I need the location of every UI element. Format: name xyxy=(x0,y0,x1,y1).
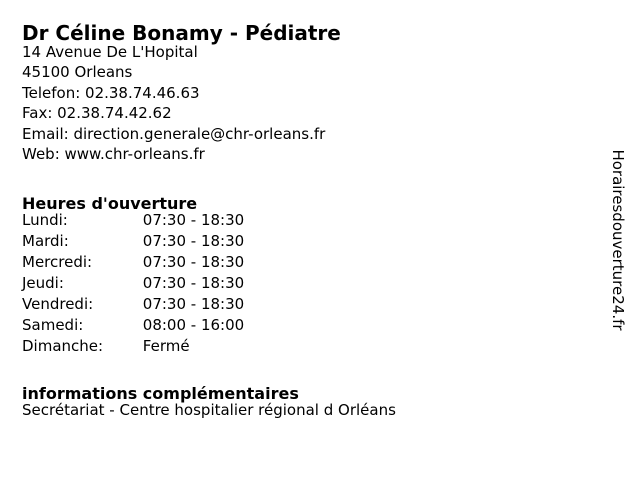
hours-row-saturday: Samedi: 08:00 - 16:00 xyxy=(22,315,244,336)
day-label: Dimanche: xyxy=(22,337,104,355)
day-hours: 08:00 - 16:00 xyxy=(142,316,245,334)
business-name: Dr Céline Bonamy - Pédiatre xyxy=(22,21,341,46)
phone-line: Telefon: 02.38.74.46.63 xyxy=(22,83,200,102)
opening-hours-heading: Heures d'ouverture xyxy=(22,194,198,214)
hours-row-thursday: Jeudi: 07:30 - 18:30 xyxy=(22,273,244,294)
hours-row-wednesday: Mercredi: 07:30 - 18:30 xyxy=(22,252,244,273)
day-label: Vendredi: xyxy=(22,295,94,313)
hours-row-monday: Lundi: 07:30 - 18:30 xyxy=(22,210,244,231)
site-watermark: Horairesdouverture24.fr xyxy=(609,149,627,331)
address-line-1: 14 Avenue De L'Hopital xyxy=(22,43,198,61)
website-line: Web: www.chr-orleans.fr xyxy=(22,145,205,164)
day-label: Mardi: xyxy=(22,232,69,250)
day-hours: 07:30 - 18:30 xyxy=(142,274,245,292)
day-hours: 07:30 - 18:30 xyxy=(142,253,245,271)
day-hours: 07:30 - 18:30 xyxy=(142,211,245,229)
opening-hours-table: Lundi: 07:30 - 18:30 Mardi: 07:30 - 18:3… xyxy=(22,210,244,357)
additional-info-text: Secrétariat - Centre hospitalier régiona… xyxy=(22,401,396,419)
day-hours: Fermé xyxy=(142,337,190,355)
day-label: Jeudi: xyxy=(22,274,64,292)
day-hours: 07:30 - 18:30 xyxy=(142,232,245,250)
hours-row-sunday: Dimanche: Fermé xyxy=(22,336,244,357)
day-hours: 07:30 - 18:30 xyxy=(142,295,245,313)
hours-row-tuesday: Mardi: 07:30 - 18:30 xyxy=(22,231,244,252)
day-label: Lundi: xyxy=(22,211,68,229)
contact-block: 14 Avenue De L'Hopital 45100 Orleans Tel… xyxy=(22,42,325,164)
email-line: Email: direction.generale@chr-orleans.fr xyxy=(22,124,326,143)
hours-row-friday: Vendredi: 07:30 - 18:30 xyxy=(22,294,244,315)
day-label: Samedi: xyxy=(22,316,84,334)
fax-line: Fax: 02.38.74.42.62 xyxy=(22,104,172,123)
day-label: Mercredi: xyxy=(22,253,93,271)
additional-info-heading: informations complémentaires xyxy=(22,384,299,404)
address-line-2: 45100 Orleans xyxy=(22,63,133,82)
